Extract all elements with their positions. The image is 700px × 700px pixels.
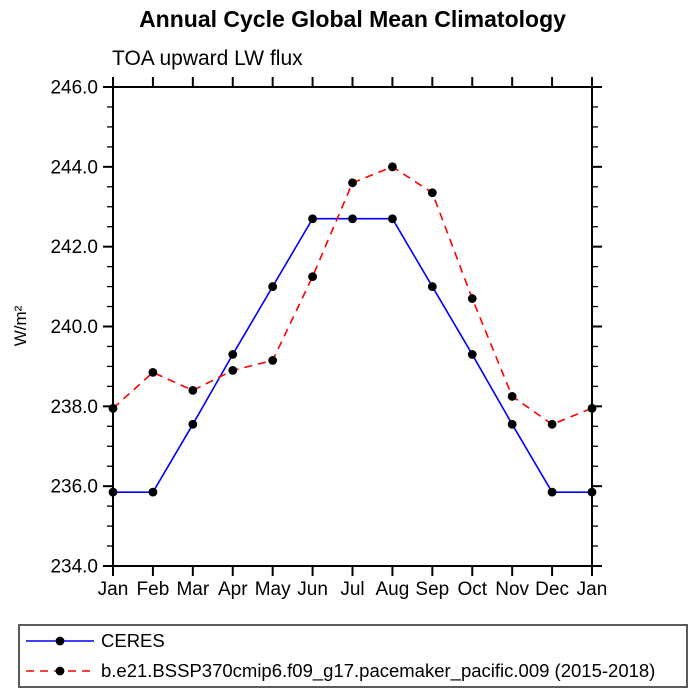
y-axis-tick-label: 246.0 <box>50 78 98 99</box>
plot-area: 234.0 236.0 238.0 240.0 242.0 244.0 246.0 Jan Fe… <box>50 77 608 600</box>
data-point-marker-ceres <box>388 214 397 224</box>
data-point-marker-model <box>348 178 357 188</box>
data-point-marker-ceres <box>427 282 437 291</box>
data-point-marker-ceres <box>148 487 158 497</box>
data-point-marker-model <box>388 162 397 172</box>
legend-box: CERES b.e21.BSSP370cmip6.f09_g17.pacemak… <box>18 624 688 688</box>
y-axis-tick-label: 238.0 <box>50 397 98 418</box>
series-line-ceres <box>113 217 592 493</box>
x-axis-tick-label: Sep <box>415 579 449 600</box>
chart-title: Annual Cycle Global Mean Climatology <box>139 6 566 32</box>
y-axis-tick-label: 244.0 <box>50 157 98 178</box>
data-point-marker-model <box>108 403 118 413</box>
x-axis-tick-label: Oct <box>457 579 487 600</box>
data-point-marker-model <box>587 403 597 413</box>
x-axis-tick-label: Jul <box>340 579 364 600</box>
chart-subtitle: TOA upward LW flux <box>112 47 303 70</box>
legend-label-ceres: CERES <box>101 630 165 651</box>
data-point-marker-model <box>308 272 317 282</box>
data-point-marker-ceres <box>108 487 118 497</box>
x-axis-tick-label: Aug <box>376 579 410 600</box>
data-point-marker-model <box>507 391 517 401</box>
x-axis-tick-label: Feb <box>137 579 170 600</box>
x-axis-tick-label: May <box>255 579 291 600</box>
legend-row-ceres: CERES <box>20 627 686 655</box>
legend-label-model: b.e21.BSSP370cmip6.f09_g17.pacemaker_pac… <box>101 660 656 681</box>
data-point-marker-ceres <box>188 419 198 429</box>
legend-sample-model-line <box>26 666 94 676</box>
data-point-marker-ceres <box>308 214 317 224</box>
data-point-marker-ceres <box>228 350 238 359</box>
plot-frame <box>112 86 593 567</box>
legend-sample-ceres-line <box>26 636 94 646</box>
data-point-marker-ceres <box>587 487 597 497</box>
x-axis-tick-label: Mar <box>176 579 209 600</box>
data-point-marker-model <box>467 294 477 303</box>
data-point-marker-ceres <box>547 487 557 497</box>
series-line-model <box>112 165 593 426</box>
y-axis-tick-label: 236.0 <box>50 477 98 498</box>
data-point-marker-model <box>427 188 437 198</box>
x-axis-tick-label: Apr <box>218 579 248 600</box>
y-axis-tick-label: 240.0 <box>50 317 98 338</box>
data-point-marker-model <box>228 366 238 375</box>
data-point-marker-model <box>268 356 278 365</box>
data-point-marker-model <box>547 419 557 429</box>
data-point-marker-model <box>188 385 198 395</box>
data-point-marker-model <box>148 368 158 377</box>
x-axis-tick-label: Jan <box>577 579 608 600</box>
x-axis-tick-label: Dec <box>535 579 569 600</box>
y-axis-tick-label: 242.0 <box>50 237 98 258</box>
data-point-marker-ceres <box>467 350 477 359</box>
data-point-marker-ceres <box>348 214 357 224</box>
data-point-marker-ceres <box>507 419 517 429</box>
legend-sample-marker <box>55 666 65 676</box>
data-point-marker-ceres <box>268 282 278 291</box>
legend-sample-marker <box>55 636 65 646</box>
y-axis-tick-label: 234.0 <box>50 557 98 578</box>
x-axis-tick-label: Jun <box>297 579 328 600</box>
x-axis-tick-label: Nov <box>495 579 529 600</box>
legend-row-model: b.e21.BSSP370cmip6.f09_g17.pacemaker_pac… <box>20 657 686 685</box>
x-axis-tick-label: Jan <box>98 579 129 600</box>
